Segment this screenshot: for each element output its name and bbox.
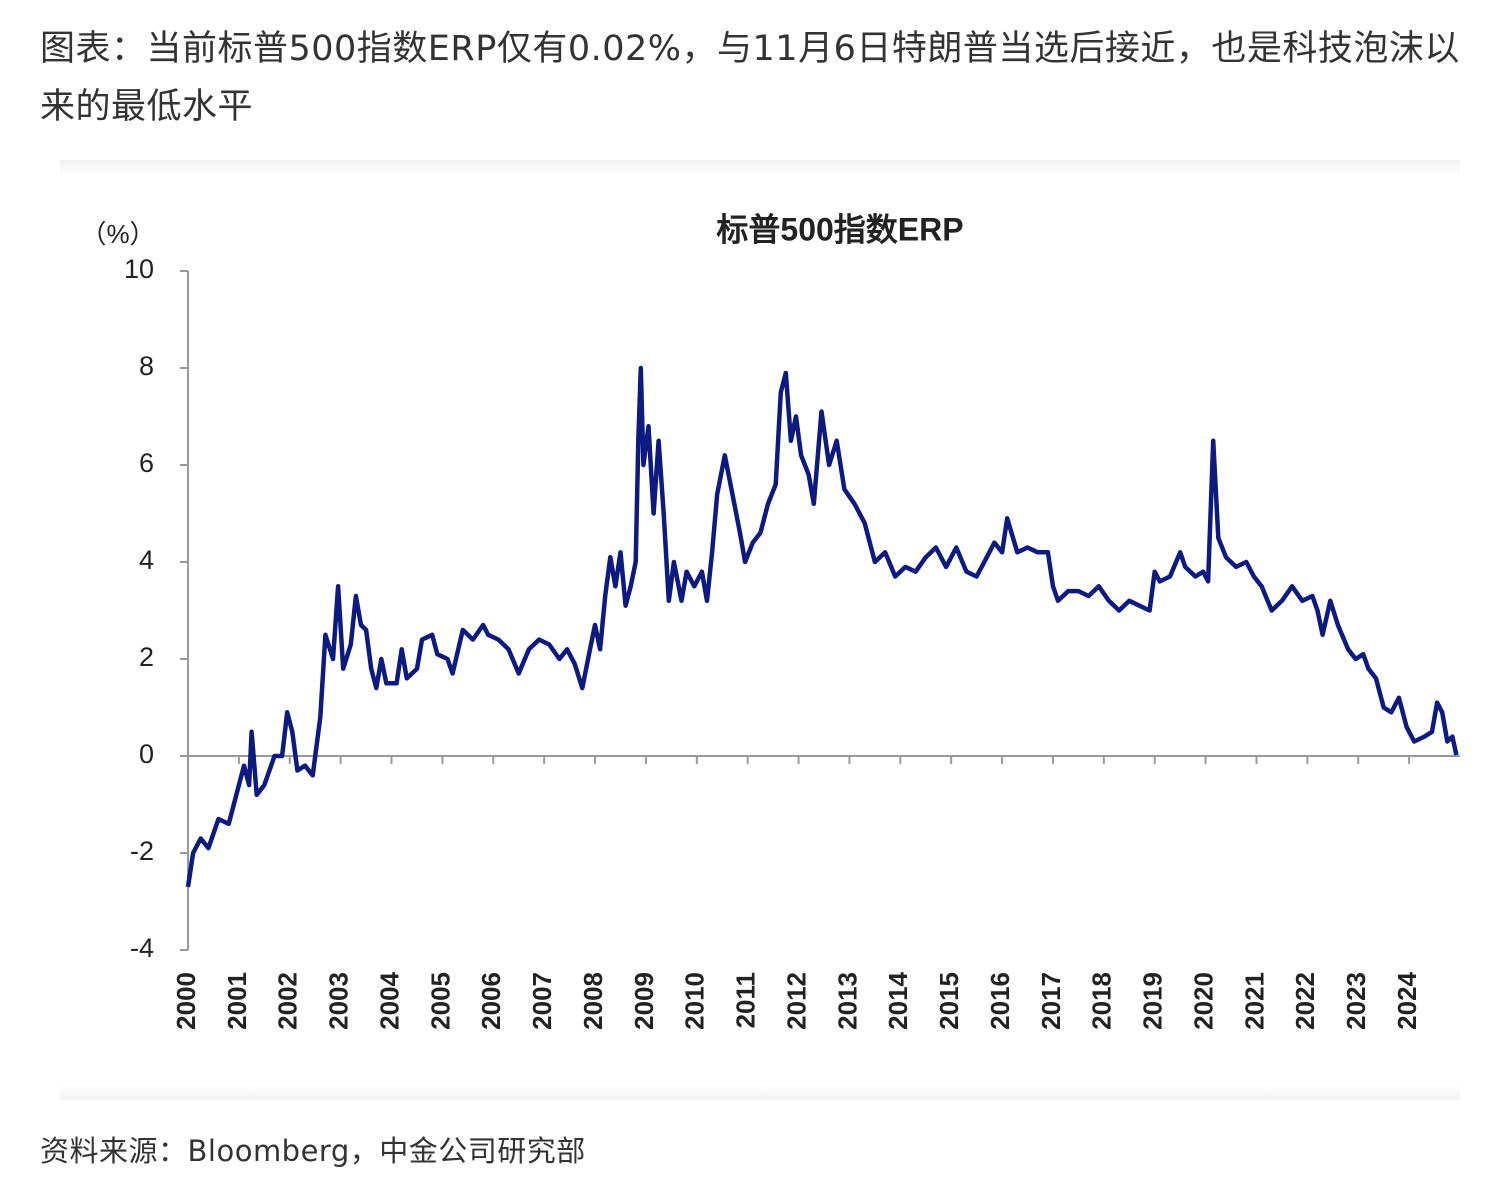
- series-line: [185, 365, 1459, 888]
- x-tick-label: 2022: [1290, 972, 1320, 1030]
- x-tick-label: 2020: [1188, 972, 1218, 1030]
- x-tick-label: 2001: [222, 972, 252, 1030]
- x-tick-label: 2023: [1341, 972, 1371, 1030]
- x-tick-label: 2012: [781, 972, 811, 1030]
- x-tick-label: 2006: [476, 972, 506, 1030]
- x-tick-label: 2024: [1392, 971, 1422, 1029]
- x-tick-label: 2014: [883, 971, 913, 1029]
- x-tick-label: 2003: [324, 972, 354, 1030]
- y-tick-label: 10: [124, 254, 154, 284]
- x-tick-label: 2021: [1239, 972, 1269, 1030]
- y-tick-label: 4: [139, 545, 154, 575]
- chart-title: 标普500指数ERP: [716, 211, 963, 247]
- x-tick-label: 2019: [1138, 972, 1168, 1030]
- x-tick-label: 2013: [832, 972, 862, 1030]
- source: 资料来源：Bloomberg，中金公司研究部: [40, 1134, 586, 1168]
- x-tick-label: 2002: [273, 972, 303, 1030]
- y-tick-label: -4: [130, 933, 154, 963]
- x-tick-label: 2000: [171, 972, 201, 1030]
- y-tick-label: 0: [139, 739, 154, 769]
- x-tick-label: 2016: [985, 972, 1015, 1030]
- heading: 图表：当前标普500指数ERP仅有0.02%，与11月6日特朗普当选后接近，也是…: [40, 29, 1460, 127]
- x-tick-label: 2010: [680, 972, 710, 1030]
- y-tick-label: 6: [139, 448, 154, 478]
- y-tick-label: 8: [139, 351, 154, 381]
- x-tick-label: 2009: [629, 972, 659, 1030]
- x-tick-label: 2017: [1036, 972, 1066, 1030]
- x-tick-label: 2018: [1087, 972, 1117, 1030]
- y-tick-label: -2: [130, 836, 154, 866]
- x-tick-label: 2015: [934, 972, 964, 1030]
- x-tick-label: 2011: [731, 972, 761, 1028]
- x-tick-label: 2008: [578, 972, 608, 1030]
- x-tick-label: 2004: [374, 971, 404, 1029]
- x-tick-label: 2005: [425, 972, 455, 1030]
- y-unit: （%）: [80, 219, 155, 249]
- y-tick-label: 2: [139, 642, 154, 672]
- chart-panel: [60, 160, 1460, 1100]
- x-tick-label: 2007: [527, 972, 557, 1030]
